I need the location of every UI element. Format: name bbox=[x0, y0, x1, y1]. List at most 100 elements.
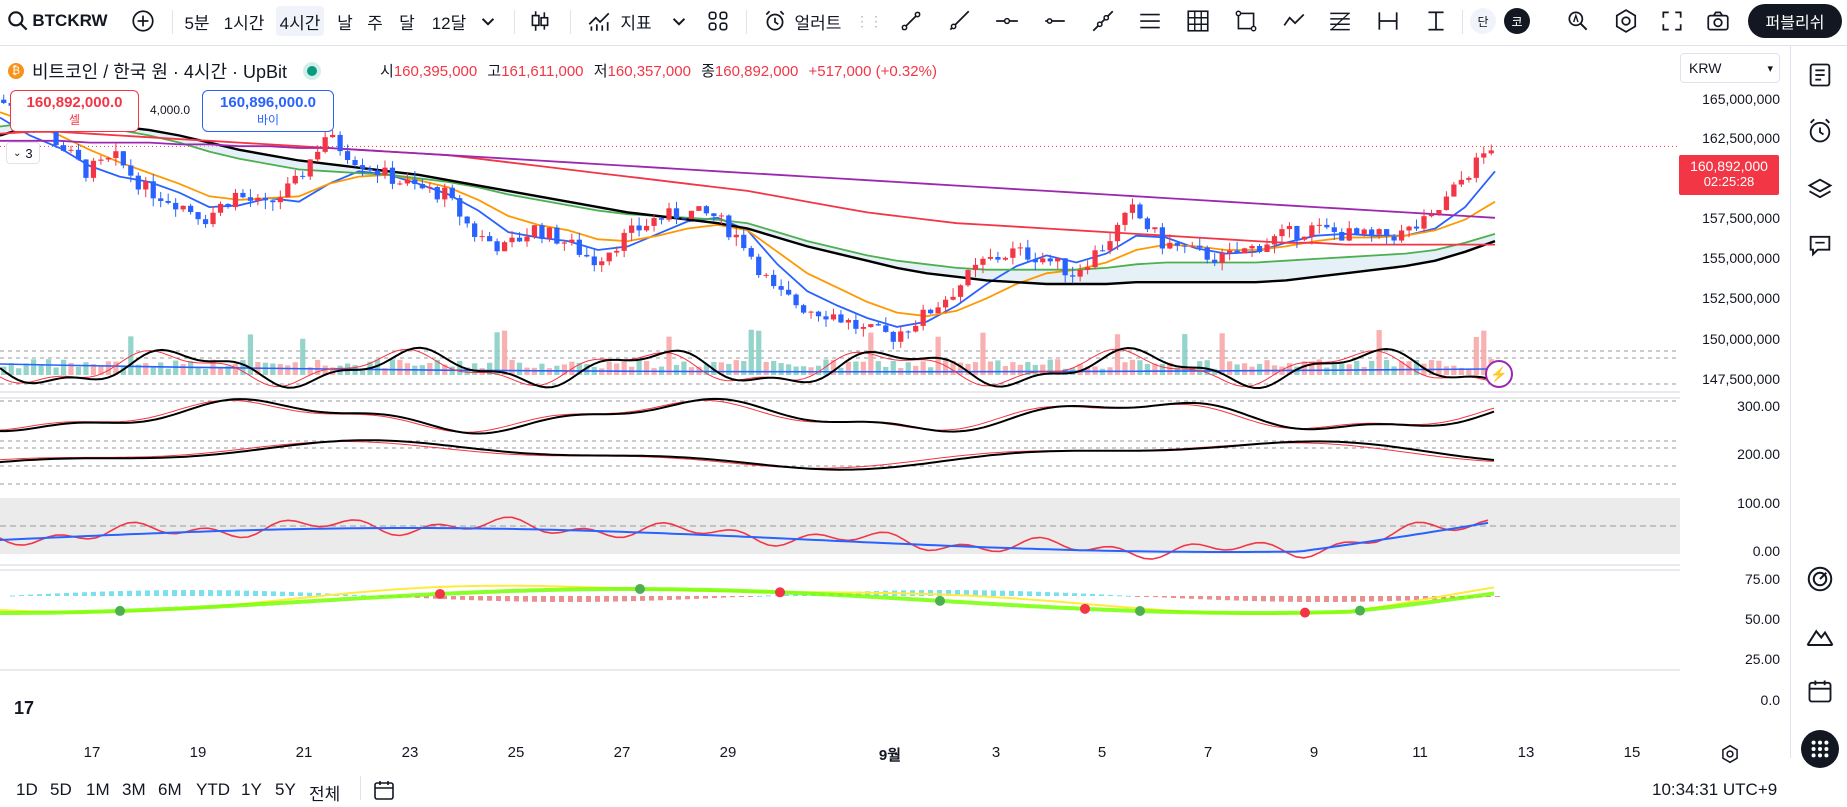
indicators-button[interactable]: 지표 bbox=[620, 13, 652, 33]
alert-clock-icon[interactable] bbox=[760, 6, 790, 36]
volume-bar bbox=[1481, 330, 1487, 375]
high-key: 고 bbox=[487, 63, 502, 80]
indicators-icon[interactable] bbox=[584, 6, 614, 36]
volume-bar bbox=[987, 361, 994, 375]
price-axis[interactable]: 165,000,000 162,500,000 157,500,000 155,… bbox=[1680, 88, 1780, 388]
candles-icon[interactable] bbox=[524, 6, 556, 36]
macd-histogram-bar bbox=[1045, 592, 1050, 596]
range-5y[interactable]: 5Y bbox=[275, 780, 296, 799]
volume-bar bbox=[217, 368, 224, 375]
oscillator-axis[interactable]: 300.00 200.00 100.00 0.00 bbox=[1680, 398, 1780, 559]
fib-retracement-icon[interactable] bbox=[1324, 6, 1356, 36]
range-ytd[interactable]: YTD bbox=[196, 780, 230, 799]
camera-icon[interactable] bbox=[1702, 6, 1734, 36]
stoch-signal-line bbox=[0, 441, 1495, 469]
candle-body bbox=[494, 241, 500, 252]
volume-bar bbox=[1413, 359, 1420, 375]
layers-icon[interactable] bbox=[1805, 174, 1835, 204]
interval-month[interactable]: 달 bbox=[399, 13, 415, 33]
volume-bar bbox=[614, 363, 620, 375]
range-6m[interactable]: 6M bbox=[158, 780, 182, 799]
chevron-down-icon[interactable] bbox=[474, 6, 502, 36]
horizontal-ray-icon[interactable] bbox=[992, 6, 1022, 36]
grid-table-icon[interactable] bbox=[1182, 6, 1214, 36]
interval-week[interactable]: 주 bbox=[367, 13, 383, 33]
settings-gear-icon[interactable] bbox=[1720, 744, 1740, 769]
apps-grid-icon[interactable] bbox=[1801, 730, 1839, 768]
chart-canvas[interactable] bbox=[0, 46, 1790, 758]
alerts-clock-icon[interactable] bbox=[1805, 116, 1835, 146]
settings-gear-icon[interactable] bbox=[1610, 6, 1642, 36]
toolbar-divider bbox=[514, 10, 515, 34]
measure-range-icon[interactable] bbox=[1372, 6, 1404, 36]
candle-body bbox=[569, 239, 575, 243]
chevron-down-icon[interactable] bbox=[666, 6, 692, 36]
volume-bar bbox=[143, 363, 149, 375]
market-status-dot[interactable] bbox=[307, 66, 318, 76]
chat-icon[interactable] bbox=[1805, 230, 1835, 260]
interval-4h[interactable]: 4시간 bbox=[276, 6, 324, 36]
candle-body bbox=[173, 202, 179, 210]
macd-histogram-bar bbox=[739, 596, 744, 597]
text-anchor-icon[interactable] bbox=[1420, 6, 1452, 36]
candle-body bbox=[1361, 229, 1367, 235]
layouts-grid-icon[interactable] bbox=[702, 6, 734, 36]
interval-12m[interactable]: 12달 bbox=[431, 13, 467, 33]
chart-area[interactable] bbox=[0, 46, 1790, 758]
goto-date-calendar-icon[interactable] bbox=[372, 778, 396, 807]
indicators-collapse-toggle[interactable]: ⌄ 3 bbox=[6, 142, 40, 164]
volume-bar bbox=[8, 363, 14, 375]
interval-1h[interactable]: 1시간 bbox=[223, 13, 265, 33]
symbol-search-button[interactable]: BTCKRW bbox=[32, 11, 108, 30]
candle-body bbox=[875, 324, 881, 326]
macd-histogram-bar bbox=[964, 590, 969, 596]
range-1y[interactable]: 1Y bbox=[241, 780, 262, 799]
range-1m[interactable]: 1M bbox=[86, 780, 110, 799]
mountain-ideas-icon[interactable] bbox=[1805, 620, 1835, 650]
watchlist-icon[interactable] bbox=[1805, 60, 1835, 90]
path-line-icon[interactable] bbox=[1278, 6, 1310, 36]
ray-line-icon[interactable] bbox=[944, 6, 974, 36]
currency-select[interactable]: KRW ▾ bbox=[1680, 53, 1780, 83]
interval-5m[interactable]: 5분 bbox=[184, 13, 210, 33]
lightning-bolt-icon[interactable]: ⚡ bbox=[1485, 360, 1513, 388]
candle-body bbox=[561, 242, 567, 244]
range-3m[interactable]: 3M bbox=[122, 780, 146, 799]
alert-button[interactable]: 얼러트 bbox=[794, 13, 842, 33]
drag-handle-icon[interactable]: ⋮⋮ bbox=[855, 12, 883, 29]
magnet-search-icon[interactable] bbox=[1562, 6, 1594, 36]
buy-button[interactable]: 160,896,000.0 바이 bbox=[202, 90, 334, 132]
compare-add-icon[interactable] bbox=[128, 6, 158, 36]
range-5d[interactable]: 5D bbox=[50, 780, 72, 799]
range-1d[interactable]: 1D bbox=[16, 780, 38, 799]
publish-button[interactable]: 퍼블리쉬 bbox=[1748, 4, 1842, 38]
candle-body bbox=[105, 157, 112, 160]
candle-body bbox=[457, 198, 463, 217]
volume-bar bbox=[1376, 330, 1382, 375]
change-value: +517,000 (+0.32%) bbox=[808, 63, 937, 80]
target-icon[interactable] bbox=[1805, 564, 1835, 594]
macd-axis[interactable]: 0.0 bbox=[1680, 692, 1780, 712]
toggle-short[interactable]: 단 bbox=[1470, 8, 1496, 34]
rectangle-icon[interactable] bbox=[1230, 6, 1262, 36]
tradingview-logo-icon[interactable]: 17 bbox=[14, 698, 35, 718]
sell-button[interactable]: 160,892,000.0 셀 bbox=[10, 90, 139, 132]
clock-timezone[interactable]: 10:34:31 UTC+9 bbox=[1652, 780, 1778, 799]
candle-body bbox=[860, 326, 866, 329]
search-icon[interactable] bbox=[4, 6, 32, 36]
rsi-axis[interactable]: 75.00 50.00 25.00 bbox=[1680, 571, 1780, 671]
macd-histogram-bar bbox=[1387, 596, 1392, 602]
volume-bar bbox=[584, 364, 590, 375]
volume-bar bbox=[23, 363, 29, 375]
fullscreen-icon[interactable] bbox=[1656, 6, 1688, 36]
horizontal-line-icon[interactable] bbox=[1040, 6, 1070, 36]
interval-day[interactable]: 날 bbox=[337, 13, 353, 33]
toggle-long[interactable]: 코 bbox=[1504, 8, 1530, 34]
extended-line-icon[interactable] bbox=[1088, 6, 1118, 36]
trend-line-icon[interactable] bbox=[896, 6, 926, 36]
range-all[interactable]: 전체 bbox=[309, 785, 341, 804]
symbol-legend[interactable]: ₿ 비트코인 / 한국 원 · 4시간 · UpBit bbox=[8, 58, 318, 84]
time-axis-label: 5 bbox=[1097, 744, 1107, 761]
calendar-icon[interactable] bbox=[1805, 676, 1835, 706]
parallel-channel-icon[interactable] bbox=[1134, 6, 1166, 36]
